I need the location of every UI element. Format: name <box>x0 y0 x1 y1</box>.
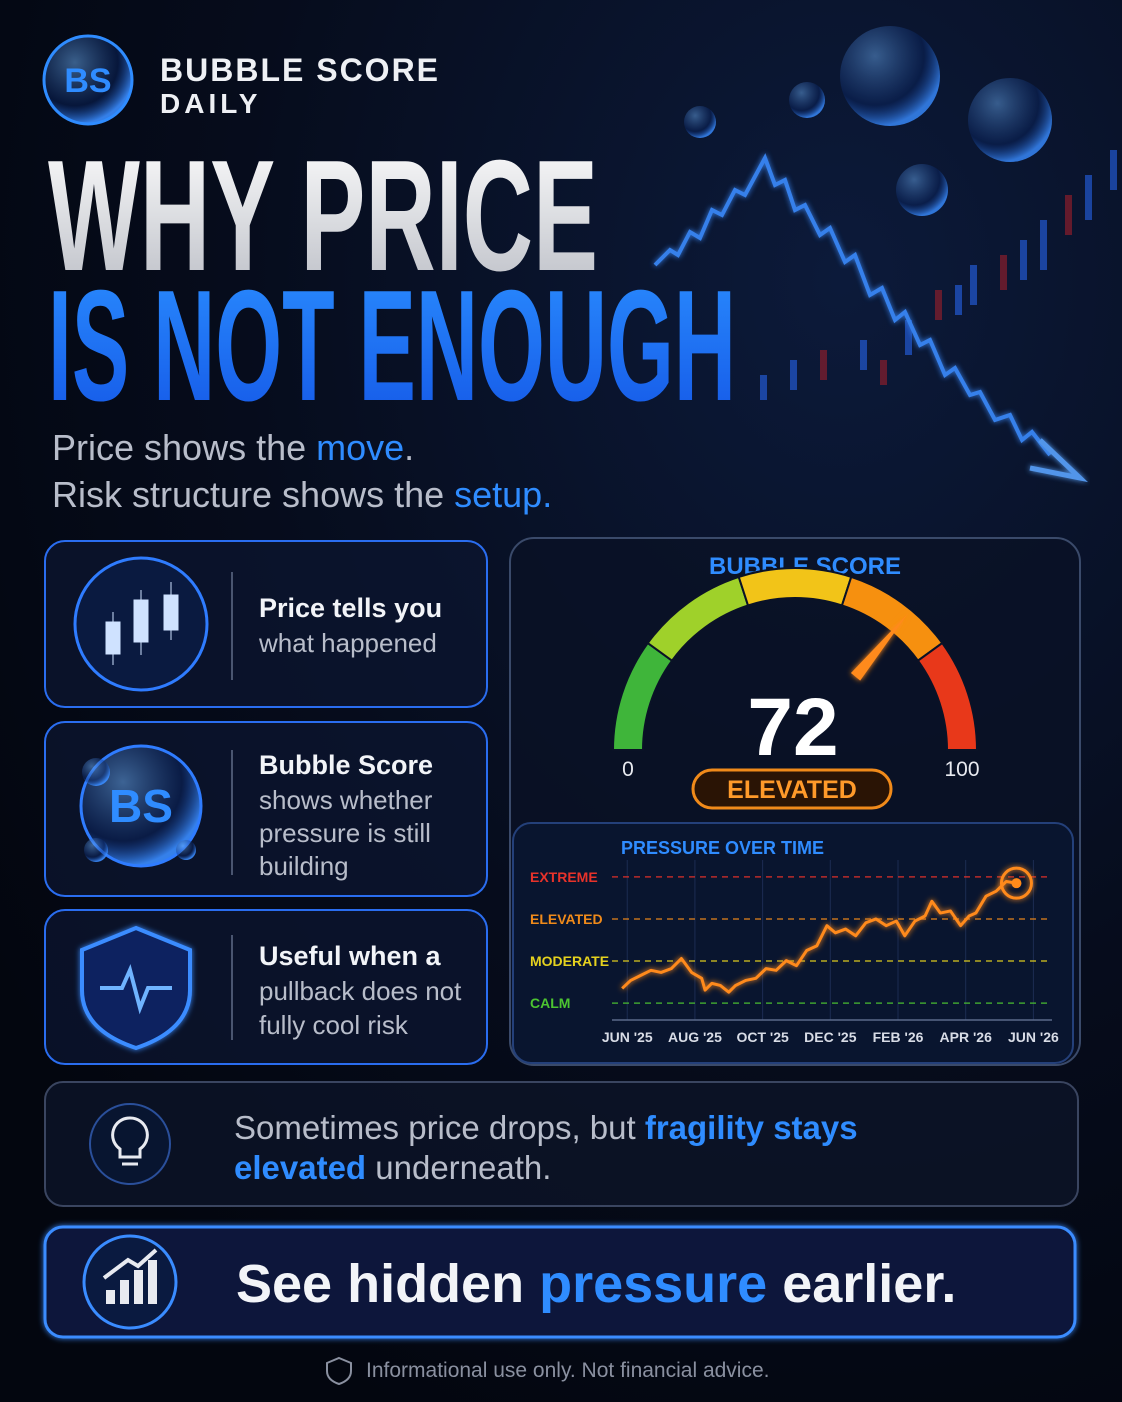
card-title: Price tells you <box>259 593 442 623</box>
y-tick-label: MODERATE <box>530 953 609 969</box>
tip-text: elevated underneath. <box>234 1149 551 1186</box>
x-tick-label: APR '26 <box>940 1029 993 1045</box>
x-tick-label: FEB '26 <box>873 1029 924 1045</box>
card-icon-text: BS <box>109 780 173 832</box>
last-point-dot <box>1011 878 1022 889</box>
gauge-tick-label: 0 <box>622 758 634 781</box>
footer-icon <box>326 1356 352 1386</box>
card-body: what happened <box>258 628 437 658</box>
x-tick-label: JUN '26 <box>1008 1029 1059 1045</box>
footer: Informational use only. Not financial ad… <box>366 1359 770 1382</box>
line-series <box>621 879 1017 994</box>
line-chart: JUN '25 AUG '25 OCT '25 DEC '25 FEB '26 APR '… <box>530 860 1059 1045</box>
logo-text: BS <box>64 62 111 100</box>
decor-market <box>653 26 1117 483</box>
card-title: Useful when a <box>259 941 442 971</box>
brand-name: BUBBLE SCORE <box>160 52 440 88</box>
y-tick-label: ELEVATED <box>530 911 603 927</box>
headline: WHY PRICE <box>48 128 598 304</box>
cta-text: See hidden pressure earlier. <box>236 1254 956 1314</box>
x-tick-label: AUG '25 <box>668 1029 722 1045</box>
headline: IS NOT ENOUGH <box>48 258 736 434</box>
status-label: ELEVATED <box>727 776 857 804</box>
gauge-needle <box>850 612 909 681</box>
tip: Sometimes price drops, but fragility sta… <box>44 1081 1079 1207</box>
card: Price tells you what happened <box>44 540 488 708</box>
logo-bubble <box>42 34 134 126</box>
x-tick-label: JUN '25 <box>602 1029 653 1045</box>
brand-name: DAILY <box>160 88 261 119</box>
card: Useful when a pullback does not fully co… <box>44 909 488 1065</box>
card-body: pullback does not <box>259 976 462 1006</box>
line-title: PRESSURE OVER TIME <box>621 838 824 858</box>
card-body: fully cool risk <box>259 1010 409 1040</box>
line-panel <box>512 822 1074 1064</box>
gauge-segment <box>916 641 979 751</box>
gauge: 0 100 <box>611 567 980 781</box>
subtitle: Risk structure shows the setup. <box>52 474 552 515</box>
card-body: shows whether <box>259 785 433 815</box>
status-pill <box>691 768 893 810</box>
x-tick-label: OCT '25 <box>736 1029 789 1045</box>
card: BS Bubble Score shows whether pressure i… <box>44 721 488 897</box>
last-point <box>999 866 1033 900</box>
card-title: Bubble Score <box>259 750 433 780</box>
card-body: pressure is still <box>259 818 431 848</box>
cta: See hidden pressure earlier. <box>43 1225 1077 1339</box>
x-tick-label: DEC '25 <box>804 1029 857 1045</box>
y-tick-label: EXTREME <box>530 869 598 885</box>
gauge-value: 72 <box>747 682 838 773</box>
card-body: building <box>259 851 349 881</box>
tip-text: Sometimes price drops, but fragility sta… <box>234 1109 858 1146</box>
subtitle: Price shows the move. <box>52 427 414 468</box>
gauge-tick-label: 100 <box>944 758 979 781</box>
y-tick-label: CALM <box>530 995 570 1011</box>
